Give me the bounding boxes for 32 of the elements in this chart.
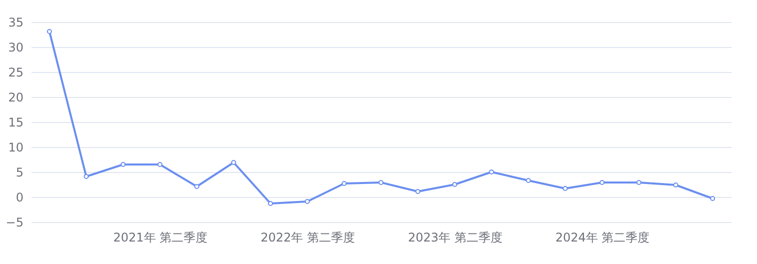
point [157, 162, 162, 167]
point [636, 180, 642, 185]
point [84, 174, 89, 179]
point [600, 180, 605, 185]
x-tick-label: 2022年 第二季度 [260, 230, 355, 244]
point [452, 182, 458, 187]
point [378, 180, 384, 185]
x-tick-label: 2023年 第二季度 [408, 230, 502, 244]
y-tick-label: 10 [8, 140, 24, 154]
point [342, 181, 347, 186]
point [194, 184, 200, 189]
y-tick-label: 5 [16, 166, 24, 180]
point [710, 196, 716, 201]
y-tick-label: 25 [8, 66, 24, 80]
y-tick-label: 0 [16, 190, 24, 204]
point [304, 199, 310, 204]
point [489, 170, 494, 174]
y-tick-label: 15 [8, 116, 24, 130]
y-tick-label: 30 [8, 40, 24, 54]
y-tick-label: −5 [6, 216, 24, 230]
point [562, 186, 568, 191]
y-tick-label: 35 [8, 16, 24, 30]
point [231, 160, 236, 165]
point [415, 189, 420, 194]
point [268, 201, 273, 206]
point [46, 29, 52, 34]
point [673, 182, 678, 188]
x-tick-label: 2024年 第二季度 [555, 230, 650, 244]
y-tick-label: 20 [8, 90, 24, 104]
point [526, 178, 531, 183]
x-tick-label: 2021年 第二季度 [113, 230, 208, 244]
point [120, 162, 126, 167]
